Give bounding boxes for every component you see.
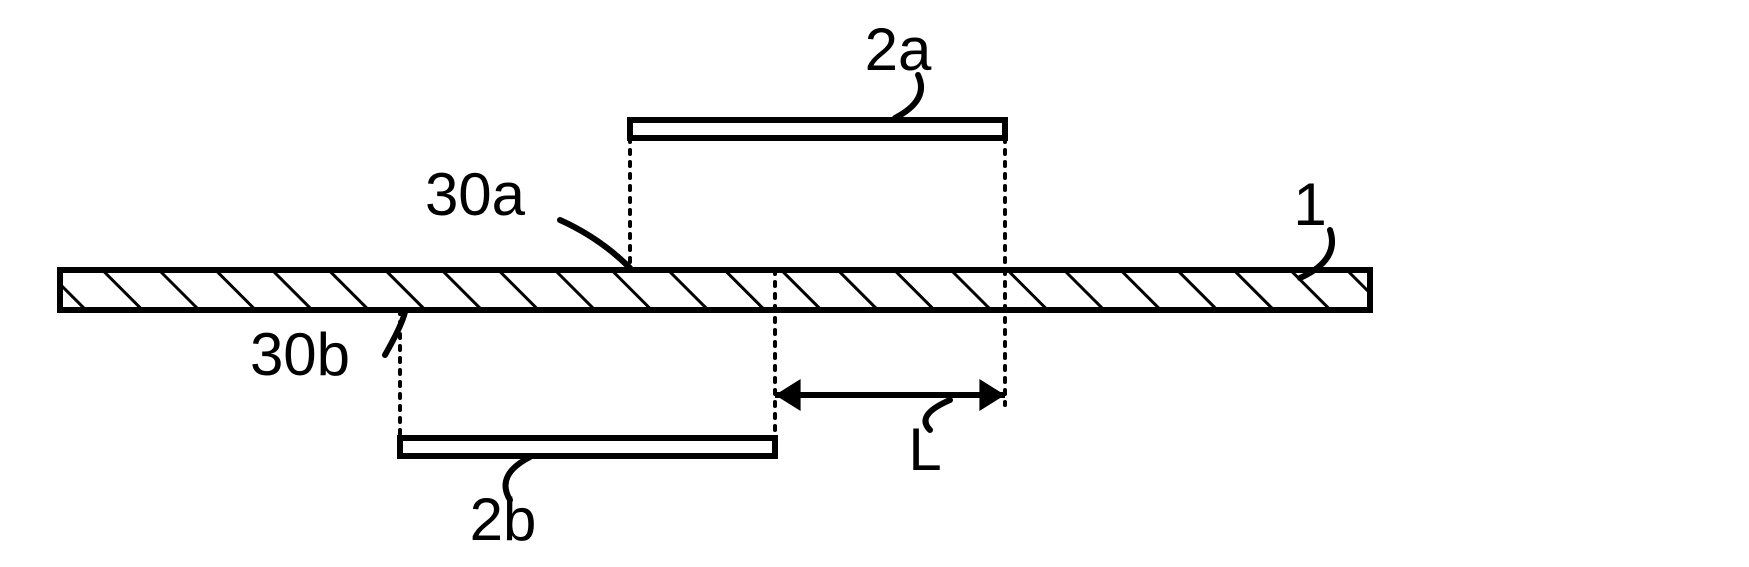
plate-2b [400, 438, 775, 456]
plate-2a [630, 120, 1005, 138]
label-2a: 2a [865, 16, 932, 83]
label-30b: 30b [250, 321, 350, 388]
dimension-L-arrow-right [979, 379, 1005, 411]
dimension-L-arrow-left [775, 379, 801, 411]
label-L: L [908, 416, 941, 483]
leader-30a [560, 220, 630, 268]
label-2b: 2b [470, 486, 537, 553]
hatched-bar-1 [60, 270, 1370, 310]
label-1: 1 [1293, 171, 1326, 238]
label-30a: 30a [425, 161, 526, 228]
